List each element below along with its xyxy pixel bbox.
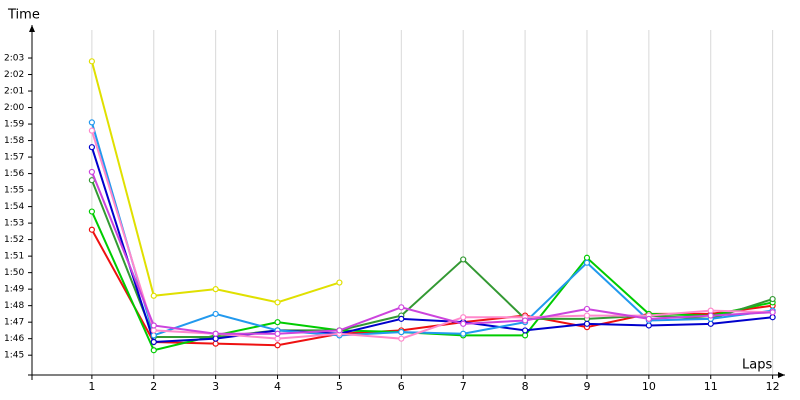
x-tick-label: 5: [336, 380, 343, 393]
y-tick-label: 1:57: [4, 153, 24, 163]
x-tick-label: 10: [642, 380, 656, 393]
data-point: [150, 338, 157, 346]
data-point: [769, 314, 776, 321]
data-point: [212, 330, 219, 337]
x-tick-label: 9: [583, 380, 590, 393]
y-tick-label: 1:45: [4, 351, 24, 361]
data-point: [274, 342, 281, 349]
data-point: [398, 328, 405, 336]
data-point: [521, 317, 529, 324]
y-tick-label: 2:00: [4, 103, 24, 113]
x-tick-label: 11: [704, 380, 718, 393]
series-line: [90, 122, 773, 337]
series-line: [90, 211, 773, 352]
y-tick-label: 1:50: [4, 268, 24, 278]
x-axis-arrow: [778, 372, 785, 378]
y-tick-label: 1:48: [4, 301, 24, 311]
data-point: [88, 127, 95, 134]
data-point: [521, 327, 529, 334]
x-tick-label: 8: [522, 380, 529, 393]
series-line: [90, 171, 773, 335]
data-point: [583, 305, 591, 313]
y-tick-label: 1:46: [4, 334, 24, 344]
data-point: [212, 340, 219, 347]
data-point: [583, 312, 591, 319]
data-point: [212, 310, 219, 318]
x-tick-label: 4: [274, 380, 281, 393]
y-tick-label: 2:02: [4, 70, 24, 80]
data-point: [460, 320, 467, 327]
data-point: [88, 168, 95, 176]
data-point: [460, 256, 467, 263]
data-point: [769, 295, 776, 303]
data-point: [460, 330, 467, 337]
data-point: [212, 286, 219, 293]
data-point: [707, 307, 714, 314]
y-tick-label: 1:58: [4, 136, 24, 146]
y-tick-label: 1:49: [4, 285, 24, 295]
series-line: [90, 146, 773, 344]
data-point: [150, 347, 157, 354]
data-point: [212, 335, 219, 342]
data-point: [150, 322, 157, 329]
y-tick-label: 1:51: [4, 252, 24, 262]
y-tick-label: 2:01: [4, 87, 24, 97]
x-tick-label: 2: [150, 380, 157, 393]
data-point: [88, 208, 95, 215]
x-tick-label: 7: [460, 380, 467, 393]
series-line: [90, 179, 773, 339]
y-tick-label: 1:55: [4, 186, 24, 196]
data-point: [398, 315, 405, 322]
data-point: [88, 144, 95, 151]
x-axis-label: Laps: [742, 358, 772, 373]
data-point: [274, 299, 281, 306]
y-axis-label: Time: [7, 8, 40, 23]
data-point: [460, 314, 467, 321]
data-point: [274, 335, 281, 342]
y-tick-label: 1:47: [4, 318, 24, 328]
data-point: [707, 320, 714, 327]
data-point: [274, 330, 281, 337]
y-tick-label: 1:56: [4, 169, 24, 179]
y-axis-arrow: [29, 25, 35, 32]
data-point: [645, 315, 652, 322]
y-tick-label: 1:54: [4, 202, 24, 212]
data-point: [769, 309, 776, 316]
y-tick-label: 1:52: [4, 235, 24, 245]
y-tick-label: 1:59: [4, 120, 24, 130]
data-point: [88, 119, 95, 126]
data-point: [707, 312, 714, 319]
series-line: [90, 130, 773, 340]
y-tick-label: 1:53: [4, 219, 24, 229]
data-point: [336, 327, 343, 334]
data-point: [398, 304, 405, 311]
data-point: [274, 319, 281, 326]
data-point: [521, 332, 529, 339]
data-point: [150, 327, 157, 334]
data-point: [88, 58, 95, 65]
y-tick-label: 2:03: [4, 54, 24, 64]
data-point: [150, 332, 157, 339]
data-point: [398, 335, 405, 342]
x-tick-label: 6: [398, 380, 405, 393]
x-tick-label: 3: [212, 380, 219, 393]
data-point: [583, 320, 591, 327]
x-tick-label: 1: [88, 380, 95, 393]
data-point: [336, 279, 343, 286]
data-point: [583, 259, 591, 266]
data-point: [583, 254, 591, 261]
data-point: [645, 322, 652, 329]
x-tick-label: 12: [766, 380, 780, 393]
data-point: [88, 226, 95, 233]
data-point: [150, 292, 157, 299]
